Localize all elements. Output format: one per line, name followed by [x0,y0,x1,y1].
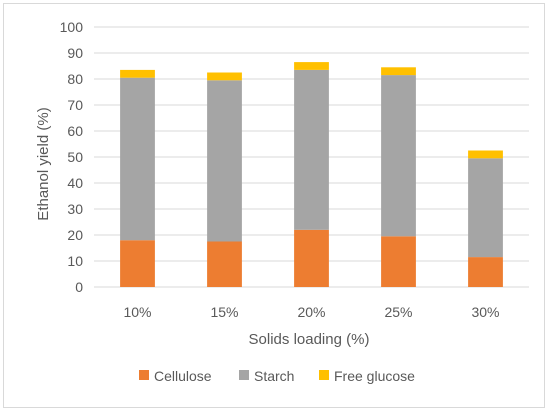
bar-segment-free-glucose [381,67,416,76]
y-tick-labels: 0 10 20 30 40 50 60 70 80 90 100 [60,19,84,295]
stacked-bar-chart: 0 10 20 30 40 50 60 70 80 90 100 10% 15% 20% 25% 30% E… [35,19,529,384]
bar-segment-starch [207,80,242,242]
x-tick-label: 20% [297,304,325,320]
bar-segment-free-glucose [468,150,503,159]
x-tick-label: 25% [384,304,412,320]
legend-swatch [319,370,329,380]
y-axis-label: Ethanol yield (%) [35,107,52,220]
bars [120,62,503,287]
x-tick-labels: 10% 15% 20% 25% 30% [123,304,499,320]
bar-segment-free-glucose [120,69,155,78]
y-tick-label: 70 [67,97,83,113]
bar-segment-starch [120,77,155,241]
y-tick-label: 50 [67,149,83,165]
bar-segment-cellulose [120,240,155,287]
bar-segment-free-glucose [207,72,242,81]
y-tick-label: 90 [67,45,83,61]
bar-segment-cellulose [294,229,329,287]
bar-segment-cellulose [381,236,416,287]
legend-swatch [239,370,249,380]
y-tick-label: 30 [67,201,83,217]
bar-segment-starch [294,69,329,230]
y-tick-label: 10 [67,253,83,269]
legend-label: Free glucose [334,368,415,384]
chart-frame: 0 10 20 30 40 50 60 70 80 90 100 10% 15% 20% 25% 30% E… [3,3,545,408]
x-axis-label: Solids loading (%) [249,331,370,348]
y-tick-label: 20 [67,227,83,243]
y-tick-label: 100 [60,19,84,35]
bar-segment-cellulose [468,257,503,287]
legend-label: Starch [254,368,294,384]
y-tick-label: 80 [67,71,83,87]
legend-swatch [139,370,149,380]
bar-segment-free-glucose [294,62,329,70]
x-tick-label: 30% [471,304,499,320]
bar-segment-starch [381,75,416,237]
legend: Cellulose Starch Free glucose [139,368,415,384]
x-tick-label: 15% [210,304,238,320]
y-tick-label: 40 [67,175,83,191]
y-tick-label: 0 [75,279,83,295]
legend-label: Cellulose [154,368,212,384]
y-tick-label: 60 [67,123,83,139]
x-tick-label: 10% [123,304,151,320]
bar-segment-cellulose [207,241,242,287]
bar-segment-starch [468,158,503,258]
